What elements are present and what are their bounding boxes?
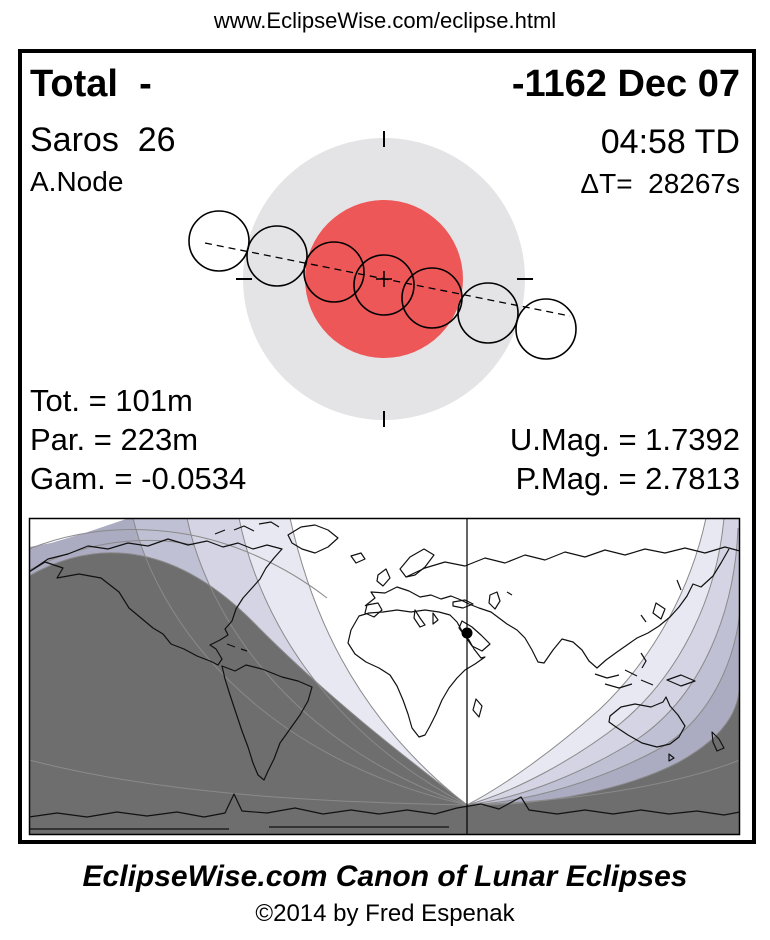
gamma-label: Gam. = -0.0534 [30,461,247,496]
delta-t-label: ΔT= 28267s [580,168,740,199]
totality-duration-label: Tot. = 101m [30,383,193,418]
penumbral-magnitude-label: P.Mag. = 2.7813 [515,461,740,496]
saros-label: Saros 26 [30,121,176,159]
eclipse-date-label: -1162 Dec 07 [511,63,740,105]
site-url-title: www.EclipseWise.com/eclipse.html [213,8,557,33]
copyright-line: ©2014 by Fred Espenak [255,900,515,927]
umbral-magnitude-label: U.Mag. = 1.7392 [509,422,740,457]
eclipse-data-panel: Total - -1162 Dec 07 Saros 26 04:58 TD A… [18,49,756,844]
partial-duration-label: Par. = 223m [30,422,199,457]
node-label: A.Node [30,166,124,197]
canon-title: EclipseWise.com Canon of Lunar Eclipses [82,860,688,893]
eclipse-type-label: Total - [30,63,152,105]
greatest-eclipse-time: 04:58 TD [600,123,740,161]
